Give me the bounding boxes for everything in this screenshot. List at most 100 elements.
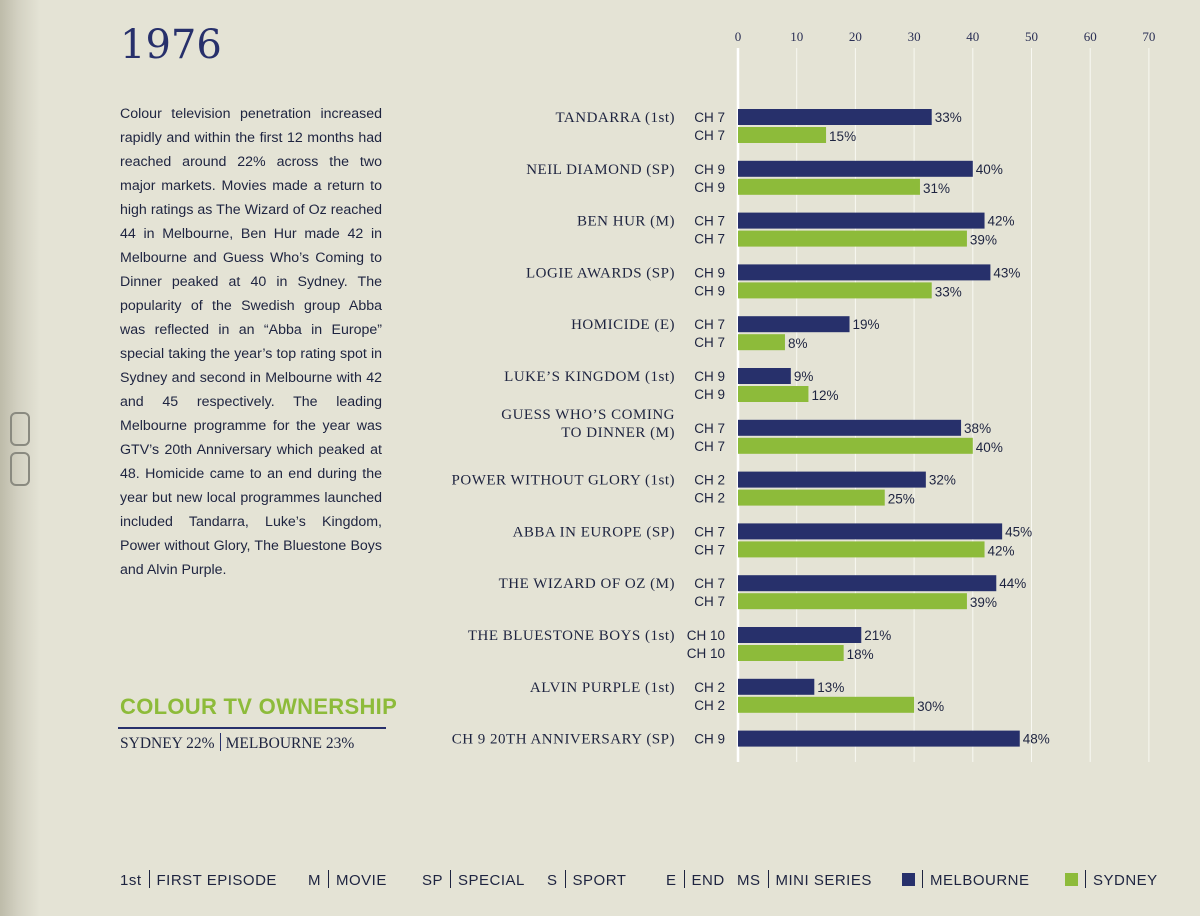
value-label-melbourne-9: 45% [1005,524,1032,539]
ownership-figures: SYDNEY 22% MELBOURNE 23% [120,733,354,753]
value-label-sydney-6: 12% [811,388,838,403]
bar-sydney-3 [738,230,967,247]
bar-melbourne-8 [738,471,926,488]
legend: 1st FIRST EPISODE M MOVIE SP SPECIAL S SPORT E EN… [120,870,1195,890]
legend-separator [148,870,150,888]
bar-melbourne-10 [738,575,997,592]
value-label-sydney-3: 39% [970,233,997,248]
legend-separator [450,870,452,888]
value-label-sydney-2: 31% [923,181,950,196]
x-tick-label-10: 10 [790,29,803,44]
legend-separator [328,870,329,888]
bar-melbourne-2 [738,160,973,177]
channel-label-sydney-1: CH 7 [694,128,725,143]
value-label-melbourne-10: 44% [999,576,1026,591]
x-tick-label-50: 50 [1025,29,1038,44]
staple-top [10,412,30,446]
bar-sydney-8 [738,489,885,506]
x-tick-label-20: 20 [849,29,862,44]
channel-label-melbourne-4: CH 9 [694,265,725,280]
channel-label-melbourne-8: CH 2 [694,473,725,488]
channel-label-sydney-8: CH 2 [694,491,725,506]
channel-label-sydney-5: CH 7 [694,335,725,350]
value-label-sydney-9: 42% [988,543,1015,558]
bar-melbourne-11 [738,627,862,643]
bar-melbourne-1 [738,109,932,125]
channel-label-melbourne-6: CH 9 [694,369,725,384]
channel-label-melbourne-9: CH 7 [694,524,725,539]
bar-melbourne-6 [738,368,791,384]
channel-label-sydney-4: CH 9 [694,283,725,298]
legend-text: SYDNEY [1093,872,1158,889]
value-label-melbourne-13: 48% [1023,732,1050,747]
channel-label-sydney-9: CH 7 [694,542,725,557]
legend-text: MELBOURNE [930,872,1030,889]
legend-text: MINI SERIES [775,872,872,889]
show-label-5: HOMICIDE (E) [571,317,675,333]
legend-key: SP [422,872,444,889]
bar-sydney-6 [738,386,809,402]
legend-separator [767,870,769,888]
channel-label-melbourne-12: CH 2 [694,680,725,695]
legend-text: SPORT [572,872,627,889]
channel-label-sydney-3: CH 7 [694,232,725,247]
bar-melbourne-13 [738,730,1020,747]
value-label-sydney-8: 25% [888,492,915,507]
legend-item-8: SYDNEY [1065,870,1158,889]
show-label-10: THE WIZARD OF OZ (M) [499,576,675,592]
legend-separator [922,870,923,888]
x-tick-label-0: 0 [735,29,742,44]
bar-sydney-4 [738,282,932,299]
bar-sydney-7 [738,437,973,454]
legend-key: S [547,872,558,889]
staple-bottom [10,452,30,486]
value-label-melbourne-4: 43% [993,265,1020,280]
show-label-9: ABBA IN EUROPE (SP) [513,524,675,540]
x-tick-label-30: 30 [908,29,921,44]
channel-label-sydney-6: CH 9 [694,387,725,402]
bar-melbourne-3 [738,212,985,229]
value-label-sydney-11: 18% [847,647,874,662]
bar-sydney-9 [738,541,985,558]
x-tick-label-70: 70 [1142,29,1155,44]
show-label-13: CH 9 20TH ANNIVERSARY (SP) [452,732,675,748]
show-label-4: LOGIE AWARDS (SP) [526,265,675,281]
legend-swatch-melbourne [902,873,915,886]
show-label-6: LUKE’S KINGDOM (1st) [504,369,675,385]
ownership-sydney: SYDNEY 22% [120,735,215,752]
ownership-divider [118,727,386,729]
show-label-2: NEIL DIAMOND (SP) [526,162,675,178]
legend-item-1: 1st FIRST EPISODE [120,870,277,889]
bar-sydney-11 [738,645,844,661]
channel-label-melbourne-3: CH 7 [694,214,725,229]
channel-label-sydney-7: CH 7 [694,439,725,454]
channel-label-sydney-11: CH 10 [687,646,725,661]
show-label-3: BEN HUR (M) [577,214,675,230]
legend-text: SPECIAL [458,872,525,889]
legend-key: MS [737,872,761,889]
legend-key: M [308,872,321,889]
colour-tv-ownership-title: COLOUR TV OWNERSHIP [120,694,398,719]
bar-sydney-12 [738,696,915,713]
value-label-melbourne-7: 38% [964,421,991,436]
channel-label-melbourne-11: CH 10 [687,628,725,643]
legend-item-6: MS MINI SERIES [737,870,872,889]
legend-separator [1085,870,1086,888]
bar-melbourne-4 [738,264,991,281]
legend-separator [683,870,685,888]
value-label-melbourne-3: 42% [988,214,1015,229]
channel-label-melbourne-2: CH 9 [694,162,725,177]
bar-melbourne-9 [738,523,1003,540]
value-label-melbourne-12: 13% [817,680,844,695]
channel-label-sydney-2: CH 9 [694,180,725,195]
channel-label-sydney-10: CH 7 [694,594,725,609]
legend-item-3: SP SPECIAL [422,870,525,889]
ownership-melbourne: MELBOURNE 23% [225,735,355,752]
legend-text: MOVIE [336,872,387,889]
value-label-sydney-5: 8% [788,336,808,351]
legend-separator [564,870,566,888]
bar-melbourne-12 [738,678,815,695]
page-binding [0,0,40,916]
value-label-sydney-10: 39% [970,595,997,610]
